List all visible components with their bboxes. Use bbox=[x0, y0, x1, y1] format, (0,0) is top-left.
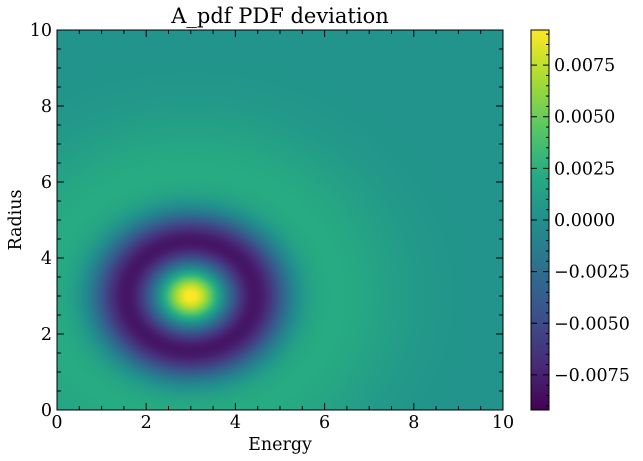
colorbar bbox=[531, 30, 549, 410]
y-tick-label: 4 bbox=[41, 249, 52, 269]
x-axis-label: Energy bbox=[248, 435, 312, 455]
plot-frame bbox=[56, 29, 504, 411]
y-tick-label: 10 bbox=[30, 21, 52, 41]
colorbar-tick-label: −0.0075 bbox=[554, 366, 630, 386]
colorbar-frame bbox=[530, 29, 550, 411]
x-tick-label: 4 bbox=[230, 413, 241, 433]
y-axis: 0 2 4 6 8 10 bbox=[30, 21, 503, 421]
y-tick-label: 2 bbox=[41, 325, 52, 345]
colorbar-tick-label: 0.0075 bbox=[554, 56, 615, 76]
x-tick-label: 10 bbox=[492, 413, 514, 433]
x-tick-label: 0 bbox=[51, 413, 62, 433]
colorbar-tick-label: 0.0000 bbox=[554, 211, 615, 231]
colorbar-ticks: 0.0075 0.0050 0.0025 0.0000 −0.0025 −0.0050 −0… bbox=[531, 33, 630, 407]
colorbar-tick-label: 0.0050 bbox=[554, 108, 615, 128]
chart-title: A_pdf PDF deviation bbox=[170, 4, 389, 28]
x-tick-label: 6 bbox=[319, 413, 330, 433]
y-axis-label: Radius bbox=[6, 189, 26, 250]
x-tick-label: 2 bbox=[141, 413, 152, 433]
colorbar-tick-label: −0.0050 bbox=[554, 314, 630, 334]
colorbar-tick-label: 0.0025 bbox=[554, 159, 615, 179]
y-tick-label: 8 bbox=[41, 97, 52, 117]
x-tick-label: 8 bbox=[408, 413, 419, 433]
y-tick-label: 0 bbox=[41, 401, 52, 421]
heatmap-image bbox=[57, 30, 503, 410]
colorbar-gradient bbox=[531, 30, 549, 410]
plot-area bbox=[57, 30, 503, 410]
y-tick-label: 6 bbox=[41, 173, 52, 193]
colorbar-tick-label: −0.0025 bbox=[554, 263, 630, 283]
